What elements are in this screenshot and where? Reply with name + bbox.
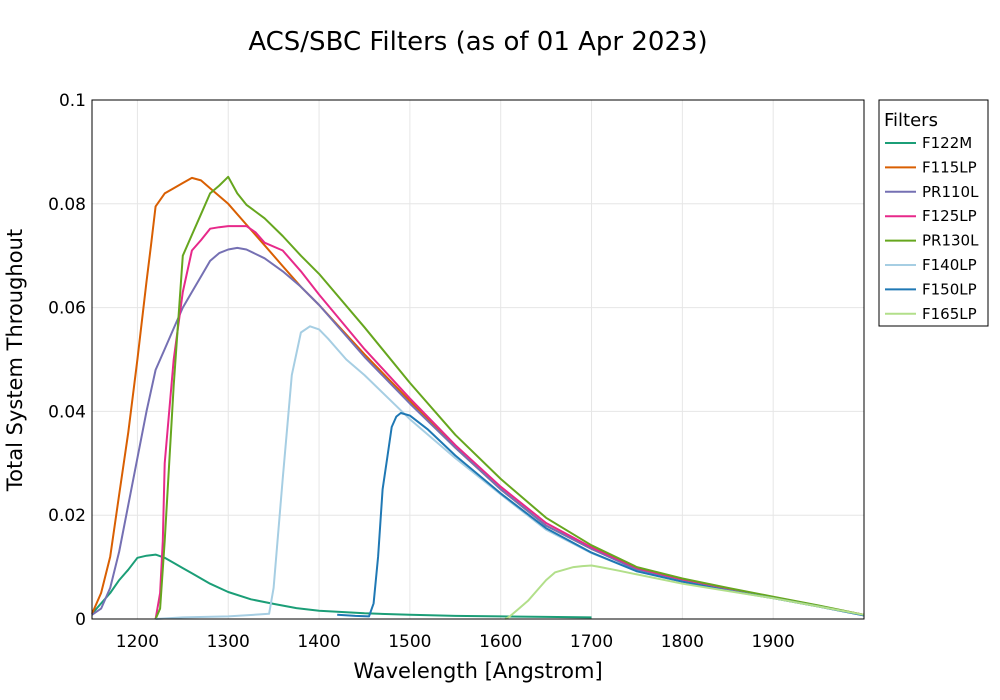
series-layer [91,175,865,620]
legend-label: F165LP [922,305,977,323]
x-axis-label: Wavelength [Angstrom] [353,659,602,683]
legend-label: F115LP [922,158,977,176]
x-tick-label: 1500 [388,632,431,652]
plot-frame [91,99,865,620]
series-line-f122m [91,553,592,619]
legend[interactable]: Filters F122M F115LP PR110L F125LP PR130L F14… [878,99,989,327]
legend-item-f140lp[interactable]: F140LP [885,256,977,274]
legend-item-f122m[interactable]: F122M [885,134,972,152]
legend-item-pr130l[interactable]: PR130L [885,232,979,250]
y-tick-label: 0 [75,610,86,630]
legend-items: F122M F115LP PR110L F125LP PR130L F140LP F150L… [885,134,979,323]
x-tick-labels: 1200 1300 1400 1500 1600 1700 1800 1900 [116,632,795,652]
series-line-f165lp [504,564,865,620]
series-line-pr130l [154,175,865,620]
x-tick-label: 1200 [116,632,159,652]
legend-label: PR110L [922,183,979,201]
y-tick-label: 0.06 [48,299,86,319]
legend-label: F150LP [922,280,977,298]
x-tick-label: 1900 [752,632,795,652]
series-line-f115lp [91,176,865,616]
x-tick-label: 1300 [207,632,250,652]
legend-label: F122M [922,134,972,152]
legend-item-f165lp[interactable]: F165LP [885,305,977,323]
y-tick-label: 0.08 [48,195,86,215]
legend-label: F140LP [922,256,977,274]
legend-label: PR130L [922,232,979,250]
x-tick-label: 1800 [661,632,704,652]
legend-item-f115lp[interactable]: F115LP [885,158,977,176]
legend-box [878,99,989,327]
grid-lines [92,99,864,620]
legend-item-f125lp[interactable]: F125LP [885,207,977,225]
y-tick-labels: 0 0.02 0.04 0.06 0.08 0.1 [48,91,86,630]
legend-title: Filters [884,110,938,131]
x-tick-label: 1700 [570,632,613,652]
y-tick-label: 0.02 [48,506,86,526]
x-tick-label: 1400 [297,632,340,652]
legend-item-pr110l[interactable]: PR110L [885,183,979,201]
legend-label: F125LP [922,207,977,225]
chart-title: ACS/SBC Filters (as of 01 Apr 2023) [248,27,707,57]
series-line-f150lp [337,412,865,618]
legend-item-f150lp[interactable]: F150LP [885,280,977,298]
x-tick-label: 1600 [479,632,522,652]
y-axis-label: Total System Throughout [3,229,27,492]
series-line-f140lp [155,325,865,620]
y-tick-label: 0.04 [48,402,86,422]
series-line-pr110l [91,246,865,617]
series-line-f125lp [154,225,865,620]
y-tick-label: 0.1 [59,91,86,111]
